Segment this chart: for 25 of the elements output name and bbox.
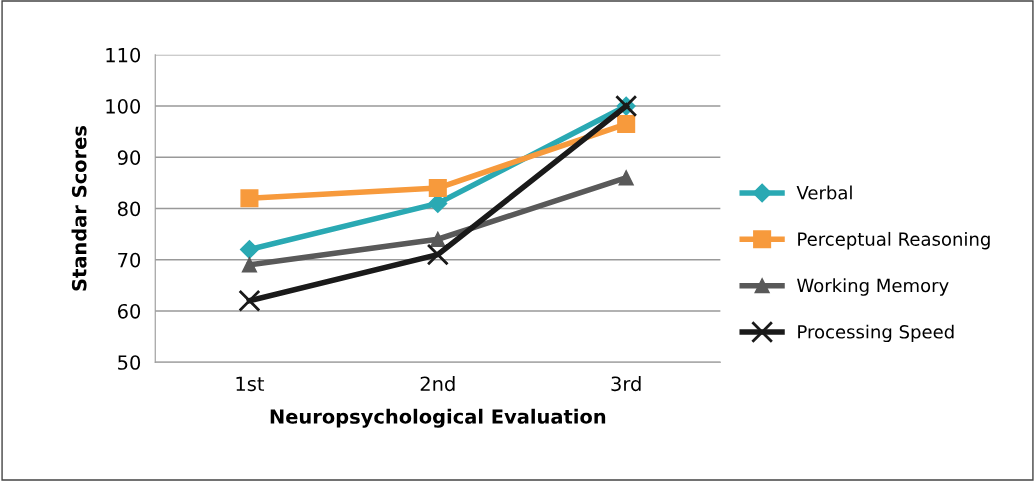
point: [430, 231, 446, 247]
y-tick-label: 50: [118, 355, 141, 370]
y-tick-label: 110: [106, 47, 141, 63]
legend-label: Working Memory: [797, 278, 949, 296]
point: [238, 289, 261, 312]
legend-label: Verbal: [796, 185, 852, 200]
y-tick-label: 80: [117, 201, 141, 217]
point: [428, 178, 447, 198]
point: [618, 170, 634, 186]
point: [617, 114, 636, 134]
point: [240, 189, 259, 208]
y-tick-label: 60: [117, 303, 141, 319]
legend-label: Processing Speed: [798, 324, 954, 343]
x-tick-label: 2nd: [420, 376, 455, 392]
point: [426, 243, 449, 266]
y-tick-label: 100: [106, 99, 141, 114]
x-tick-label: 1st: [236, 376, 265, 392]
y-tick-label: 70: [118, 252, 141, 268]
y-axis-title: Standar Scores: [71, 125, 87, 291]
point: [241, 257, 258, 273]
x-axis-title: Neuropsychological Evaluation: [270, 408, 606, 428]
point: [239, 239, 259, 260]
y-tick-label: 90: [117, 150, 141, 165]
legend-label: Perceptual Reasoning: [798, 231, 990, 250]
x-tick-label: 3rd: [611, 376, 641, 392]
